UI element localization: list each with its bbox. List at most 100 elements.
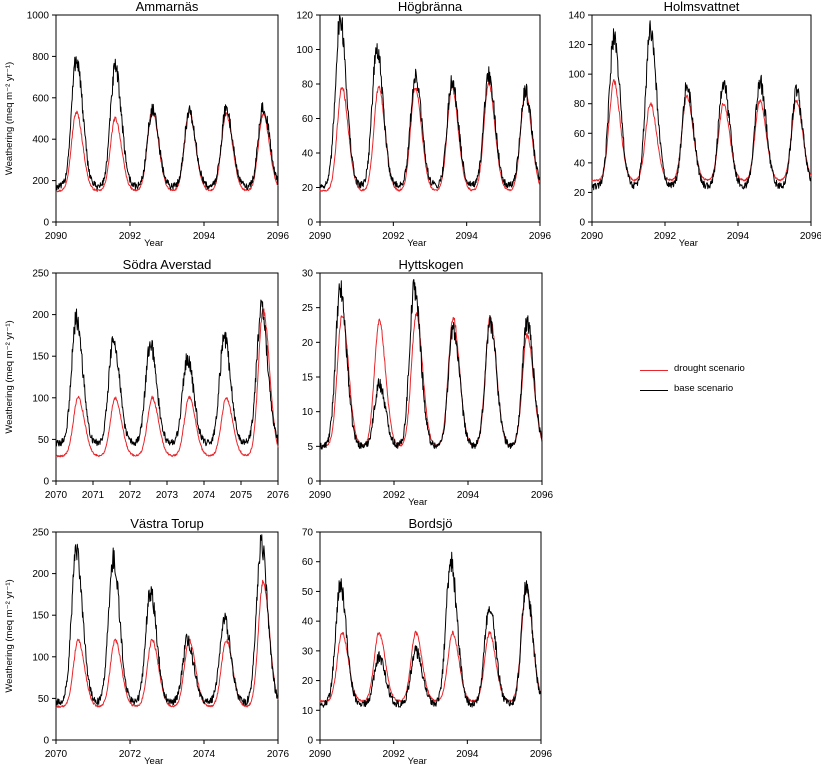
plot-area-frame bbox=[319, 531, 542, 741]
x-tick-label: 2070 bbox=[45, 490, 68, 501]
y-tick-label: 20 bbox=[574, 188, 586, 199]
chart-legend: drought scenario base scenario bbox=[636, 362, 786, 402]
series-line-drought bbox=[319, 586, 542, 703]
series-line-drought bbox=[319, 81, 541, 192]
y-tick-label: 0 bbox=[307, 736, 313, 747]
chart-title: Hyttskogen bbox=[398, 257, 463, 272]
plot-area-frame bbox=[319, 272, 543, 482]
y-tick-label: 30 bbox=[302, 269, 314, 280]
x-tick-label: 2094 bbox=[193, 231, 216, 242]
y-tick-label: 25 bbox=[302, 303, 314, 314]
plot-area-frame bbox=[591, 14, 812, 223]
x-tick-label: 2094 bbox=[456, 749, 479, 760]
x-axis-label: Year bbox=[407, 238, 426, 249]
y-tick-label: 0 bbox=[43, 218, 49, 229]
y-tick-label: 0 bbox=[307, 477, 313, 488]
chart-panel-7: 0 10 20 30 40 50 60 70 2090 2092 2094 2096 Bordsjö Ye… bbox=[302, 516, 553, 764]
x-tick-label: 2074 bbox=[193, 490, 216, 501]
y-tick-label: 20 bbox=[302, 676, 314, 687]
y-tick-label: 15 bbox=[302, 373, 314, 384]
x-axis-label: Year bbox=[144, 756, 163, 764]
y-tick-label: 0 bbox=[43, 477, 49, 488]
legend-swatch-base bbox=[640, 390, 668, 391]
x-tick-label: 2094 bbox=[456, 231, 479, 242]
legend-swatch-drought bbox=[640, 370, 668, 371]
chart-title: Västra Torup bbox=[130, 516, 203, 531]
x-axis-label: Year bbox=[679, 238, 698, 249]
series-line-drought bbox=[591, 79, 812, 182]
series-line-drought bbox=[55, 579, 279, 709]
y-tick-label: 150 bbox=[32, 352, 49, 363]
y-axis-label: Weathering (meq m⁻² yr⁻¹) bbox=[4, 62, 15, 175]
series-line-base bbox=[591, 20, 812, 191]
y-tick-label: 50 bbox=[38, 694, 50, 705]
x-tick-label: 2096 bbox=[529, 231, 552, 242]
chart-panel-3: 0 20 40 60 80 100 120 140 2090 2092 2094 2096 Holmsv… bbox=[568, 0, 821, 249]
chart-title: Holmsvattnet bbox=[664, 0, 740, 14]
series-line-drought bbox=[55, 308, 279, 458]
x-tick-label: 2090 bbox=[309, 749, 332, 760]
y-tick-label: 250 bbox=[32, 528, 49, 539]
y-tick-label: 0 bbox=[43, 736, 49, 747]
y-tick-label: 100 bbox=[32, 652, 49, 663]
series-line-base bbox=[55, 56, 279, 191]
chart-title: Högbränna bbox=[398, 0, 463, 14]
series-line-base bbox=[55, 534, 279, 706]
y-axis-label: Weathering (meq m⁻² yr⁻¹) bbox=[4, 320, 15, 433]
y-tick-label: 120 bbox=[568, 40, 585, 51]
chart-panel-4: 0 50 100 150 200 250 2070 2071 2072 2073 2074 2075 2… bbox=[4, 257, 290, 501]
y-tick-label: 60 bbox=[574, 129, 586, 140]
y-tick-label: 140 bbox=[568, 11, 585, 22]
chart-title: Ammarnäs bbox=[136, 0, 199, 14]
x-tick-label: 2090 bbox=[309, 490, 332, 501]
x-tick-label: 2090 bbox=[581, 231, 604, 242]
plot-area-frame bbox=[55, 272, 279, 482]
y-tick-label: 150 bbox=[32, 611, 49, 622]
chart-title: Bordsjö bbox=[408, 516, 452, 531]
x-axis-label: Year bbox=[408, 497, 427, 508]
x-tick-label: 2096 bbox=[800, 231, 821, 242]
y-tick-label: 400 bbox=[32, 135, 49, 146]
x-tick-label: 2074 bbox=[193, 749, 216, 760]
x-tick-label: 2092 bbox=[119, 231, 142, 242]
y-tick-label: 5 bbox=[307, 442, 313, 453]
legend-label-drought: drought scenario bbox=[674, 363, 745, 374]
x-tick-label: 2076 bbox=[267, 490, 290, 501]
y-tick-label: 50 bbox=[38, 435, 50, 446]
series-line-base bbox=[55, 299, 279, 447]
x-tick-label: 2096 bbox=[531, 490, 554, 501]
y-tick-label: 0 bbox=[307, 218, 313, 229]
x-tick-label: 2092 bbox=[382, 231, 405, 242]
plot-area-frame bbox=[319, 14, 541, 223]
y-tick-label: 70 bbox=[302, 528, 314, 539]
y-tick-label: 100 bbox=[32, 393, 49, 404]
x-axis-label: Year bbox=[408, 756, 427, 764]
x-tick-label: 2092 bbox=[383, 749, 406, 760]
x-tick-label: 2071 bbox=[82, 490, 105, 501]
y-axis-label: Weathering (meq m⁻² yr⁻¹) bbox=[4, 579, 15, 692]
y-tick-label: 40 bbox=[302, 617, 314, 628]
legend-item-drought: drought scenario bbox=[636, 362, 786, 382]
y-tick-label: 40 bbox=[302, 149, 314, 160]
chart-title: Södra Averstad bbox=[123, 257, 212, 272]
plot-area-frame bbox=[55, 531, 279, 741]
y-tick-label: 60 bbox=[302, 557, 314, 568]
chart-panel-1: 0 200 400 600 800 1000 2090 2092 2094 2096 Ammarnä… bbox=[4, 0, 290, 249]
y-tick-label: 10 bbox=[302, 706, 314, 717]
y-tick-label: 200 bbox=[32, 569, 49, 580]
x-tick-label: 2092 bbox=[383, 490, 406, 501]
y-tick-label: 40 bbox=[574, 158, 586, 169]
x-tick-label: 2096 bbox=[530, 749, 553, 760]
y-tick-label: 200 bbox=[32, 176, 49, 187]
legend-label-base: base scenario bbox=[674, 383, 734, 394]
y-tick-label: 120 bbox=[296, 11, 313, 22]
y-tick-label: 600 bbox=[32, 93, 49, 104]
y-tick-label: 20 bbox=[302, 338, 314, 349]
y-tick-label: 100 bbox=[296, 45, 313, 56]
y-tick-label: 20 bbox=[302, 183, 314, 194]
x-tick-label: 2094 bbox=[727, 231, 750, 242]
y-tick-label: 30 bbox=[302, 646, 314, 657]
y-tick-label: 80 bbox=[302, 80, 314, 91]
y-tick-label: 50 bbox=[302, 587, 314, 598]
x-tick-label: 2075 bbox=[230, 490, 253, 501]
